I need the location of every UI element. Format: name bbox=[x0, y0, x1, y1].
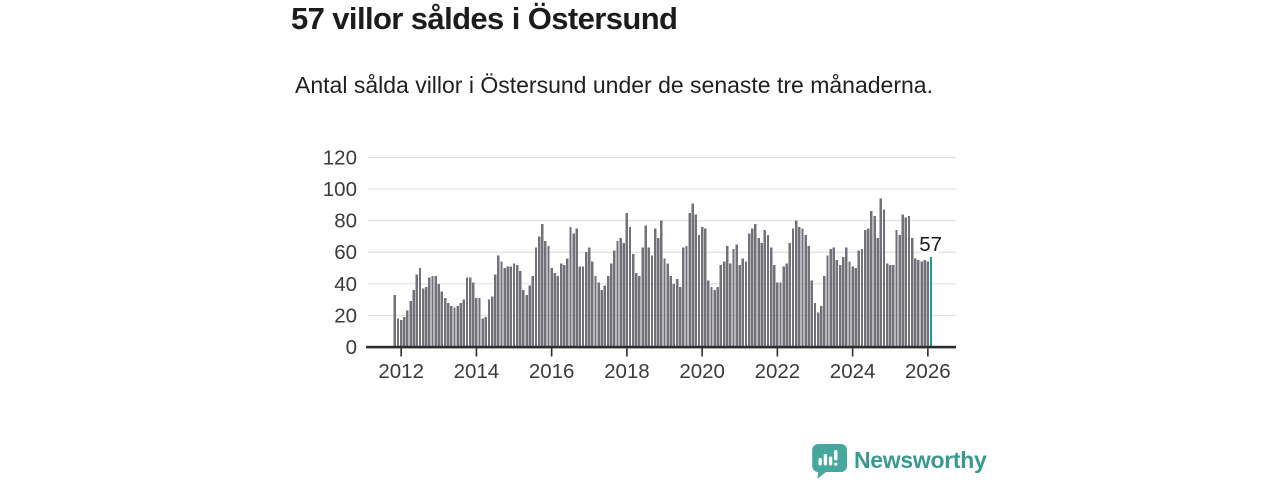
svg-text:2020: 2020 bbox=[679, 360, 725, 383]
chart-subtitle: Antal sålda villor i Östersund under de … bbox=[295, 72, 933, 98]
x-axis-labels: 2012 2014 2016 2018 2020 2022 2024 2026 bbox=[378, 360, 950, 383]
chart-title: 57 villor såldes i Östersund bbox=[291, 1, 678, 36]
svg-text:2016: 2016 bbox=[529, 360, 575, 383]
value-annotation: 57 bbox=[917, 230, 945, 258]
svg-text:80: 80 bbox=[334, 210, 357, 233]
svg-text:2012: 2012 bbox=[378, 360, 424, 383]
svg-text:60: 60 bbox=[334, 241, 357, 264]
svg-text:100: 100 bbox=[323, 178, 357, 201]
svg-text:2014: 2014 bbox=[454, 360, 500, 383]
svg-text:120: 120 bbox=[323, 146, 357, 169]
bar-chart: 0 20 40 60 80 100 120 2012 2014 2016 2018 2020 2022… bbox=[323, 146, 956, 383]
newsworthy-logo-text: Newsworthy bbox=[854, 446, 987, 473]
svg-text:2026: 2026 bbox=[905, 360, 951, 383]
svg-text:2022: 2022 bbox=[755, 360, 801, 383]
svg-text:40: 40 bbox=[334, 273, 357, 296]
newsworthy-logo-icon bbox=[812, 444, 847, 479]
svg-text:2024: 2024 bbox=[830, 360, 876, 383]
svg-text:57: 57 bbox=[919, 233, 942, 256]
svg-text:2018: 2018 bbox=[604, 360, 650, 383]
bars bbox=[393, 198, 933, 347]
y-axis-labels: 0 20 40 60 80 100 120 bbox=[323, 146, 357, 359]
x-axis bbox=[366, 345, 956, 357]
svg-text:20: 20 bbox=[334, 304, 357, 327]
newsworthy-branding[interactable]: Newsworthy bbox=[809, 441, 987, 479]
svg-text:0: 0 bbox=[346, 336, 357, 359]
